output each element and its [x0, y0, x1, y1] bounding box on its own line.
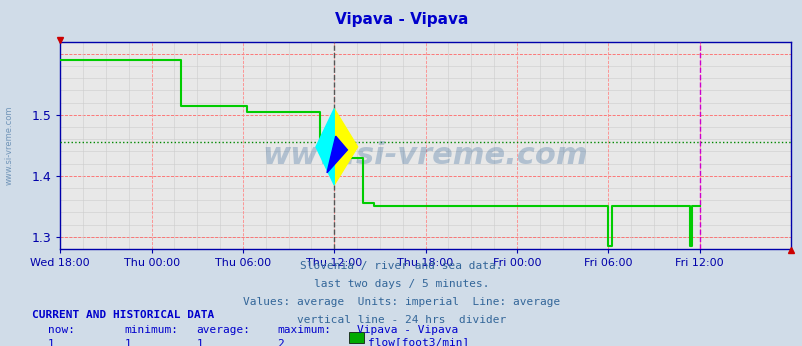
Text: 2: 2 — [277, 339, 283, 346]
Text: last two days / 5 minutes.: last two days / 5 minutes. — [314, 279, 488, 289]
Text: Values: average  Units: imperial  Line: average: Values: average Units: imperial Line: av… — [242, 297, 560, 307]
Polygon shape — [334, 109, 357, 185]
Polygon shape — [326, 136, 347, 173]
Text: flow[foot3/min]: flow[foot3/min] — [367, 337, 468, 346]
Text: 1: 1 — [124, 339, 131, 346]
Text: www.si-vreme.com: www.si-vreme.com — [5, 106, 14, 185]
Text: Vipava - Vipava: Vipava - Vipava — [334, 12, 468, 27]
Text: 1: 1 — [48, 339, 55, 346]
Text: www.si-vreme.com: www.si-vreme.com — [262, 141, 588, 170]
Text: CURRENT AND HISTORICAL DATA: CURRENT AND HISTORICAL DATA — [32, 310, 214, 320]
Text: average:: average: — [196, 325, 250, 335]
Text: Vipava - Vipava: Vipava - Vipava — [357, 325, 458, 335]
Text: vertical line - 24 hrs  divider: vertical line - 24 hrs divider — [297, 315, 505, 325]
Polygon shape — [316, 109, 334, 185]
Text: maximum:: maximum: — [277, 325, 330, 335]
Text: now:: now: — [48, 325, 75, 335]
Text: minimum:: minimum: — [124, 325, 178, 335]
Text: Slovenia / river and sea data.: Slovenia / river and sea data. — [300, 261, 502, 271]
Text: 1: 1 — [196, 339, 203, 346]
